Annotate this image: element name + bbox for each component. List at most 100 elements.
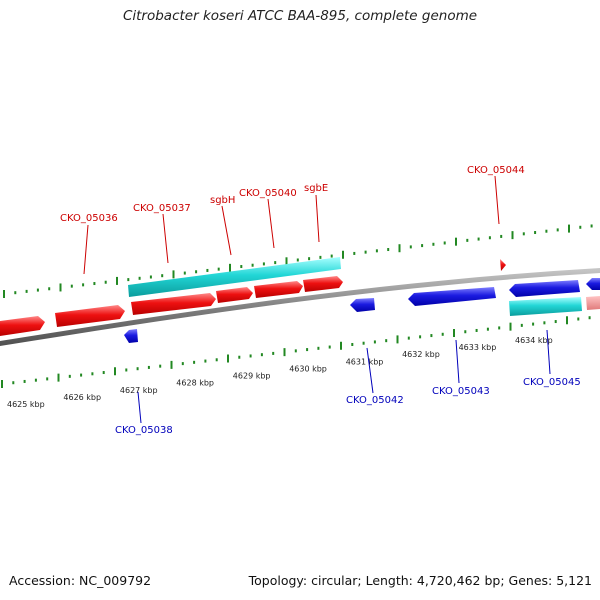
forward-gene-cko-05044[interactable] [500,259,506,271]
lower-tick-minor [554,320,557,324]
lower-tick-track [1,316,591,388]
upper-tick-minor [375,249,378,253]
reverse-gene-partial-right[interactable] [586,278,600,290]
label-sgbh[interactable]: sgbH [210,195,235,206]
lower-tick-major [566,316,568,325]
label-cko-05045[interactable]: CKO_05045 [523,377,581,388]
accession-text: Accession: NC_009792 [9,573,152,588]
rna-feature-partial[interactable] [586,296,600,310]
scale-tick-label: 4630 kbp [289,364,327,373]
lower-tick-minor [373,340,376,344]
upper-tick-minor [432,242,435,246]
label-cko-05037[interactable]: CKO_05037 [133,203,191,214]
scale-tick-label: 4625 kbp [7,400,45,409]
map-title: Citrobacter koseri ATCC BAA-895, complet… [122,8,478,24]
forward-gene-cko-05037[interactable] [131,293,216,315]
upper-tick-minor [240,265,243,269]
lower-tick-major [509,322,512,331]
upper-tick-minor [183,271,186,275]
genome-backbone [0,268,600,346]
label-cko-05038[interactable]: CKO_05038 [115,425,173,436]
lower-tick-minor [125,368,128,372]
upper-tick-minor [161,274,164,278]
lower-tick-minor [193,360,196,364]
lower-tick-minor [12,381,15,385]
lower-tick-minor [543,321,546,325]
label-cko-05043[interactable]: CKO_05043 [432,386,490,397]
lower-tick-minor [159,364,162,368]
lower-tick-minor [215,358,218,362]
upper-tick-minor [93,282,96,286]
forward-gene-partial-left[interactable] [0,316,45,336]
forward-gene-cko-05040[interactable] [254,281,303,298]
upper-tick-major [285,257,288,266]
rna-feature-long[interactable] [128,257,341,297]
leader-sgbh [221,205,232,256]
upper-tick-minor [82,283,85,287]
lower-tick-minor [498,326,501,330]
label-sgbe[interactable]: sgbE [304,183,328,194]
lower-tick-minor [520,323,523,327]
lower-tick-minor [80,373,83,377]
genome-summary-text: Topology: circular; Length: 4,720,462 bp… [248,573,592,588]
upper-tick-minor [149,275,152,279]
upper-tick-major [342,250,344,259]
lower-tick-minor [91,372,94,376]
reverse-gene-cko-05038[interactable] [124,329,138,343]
label-cko-05040[interactable]: CKO_05040 [239,188,297,199]
upper-tick-minor [522,232,525,236]
lower-tick-major [114,367,116,376]
upper-tick-minor [25,289,28,293]
upper-tick-minor [409,245,412,249]
upper-tick-major [116,276,118,285]
upper-tick-minor [14,291,17,295]
scale-tick-label: 4629 kbp [233,372,271,381]
lower-tick-minor [588,316,591,320]
lower-tick-major [340,341,342,350]
rna-feature-right[interactable] [509,297,582,316]
lower-tick-minor [68,374,71,378]
label-cko-05044[interactable]: CKO_05044 [467,165,525,176]
upper-tick-minor [319,255,322,259]
lower-tick-minor [430,334,433,338]
upper-tick-minor [195,270,198,274]
forward-gene-sgbe[interactable] [303,276,343,292]
forward-gene-sgbh[interactable] [216,287,253,303]
upper-tick-major [511,231,514,240]
forward-gene-labels: CKO_05036 CKO_05037 sgbH CKO_05040 sgbE … [60,165,525,275]
upper-tick-major [172,270,175,279]
label-cko-05036[interactable]: CKO_05036 [60,213,118,224]
upper-tick-minor [138,276,141,280]
upper-tick-minor [488,236,491,240]
upper-tick-minor [70,284,73,288]
lower-tick-minor [407,336,410,340]
upper-tick-minor [104,280,107,284]
upper-tick-major [455,237,457,246]
upper-tick-minor [217,267,220,271]
forward-gene-cko-05036[interactable] [55,305,125,327]
lower-tick-minor [385,339,388,343]
lower-tick-minor [272,351,275,355]
reverse-gene-cko-05042[interactable] [350,298,375,312]
upper-tick-major [229,263,231,272]
leader-cko-05036 [83,224,89,275]
leader-cko-05040 [267,198,275,249]
leader-cko-05045 [546,329,551,375]
upper-tick-minor [330,254,333,258]
upper-tick-minor [466,238,469,242]
lower-tick-minor [486,327,489,331]
upper-tick-minor [545,229,548,233]
scale-tick-label: 4631 kbp [346,357,384,366]
upper-tick-minor [353,251,356,255]
upper-tick-minor [251,263,254,267]
lower-tick-minor [532,322,535,326]
leader-cko-05037 [162,213,169,264]
lower-tick-minor [306,348,309,352]
reverse-gene-cko-05043[interactable] [408,287,496,306]
label-cko-05042[interactable]: CKO_05042 [346,395,404,406]
upper-tick-minor [387,248,390,252]
lower-tick-minor [147,365,150,369]
reverse-gene-cko-05045[interactable] [509,280,580,297]
lower-tick-major [57,373,60,382]
